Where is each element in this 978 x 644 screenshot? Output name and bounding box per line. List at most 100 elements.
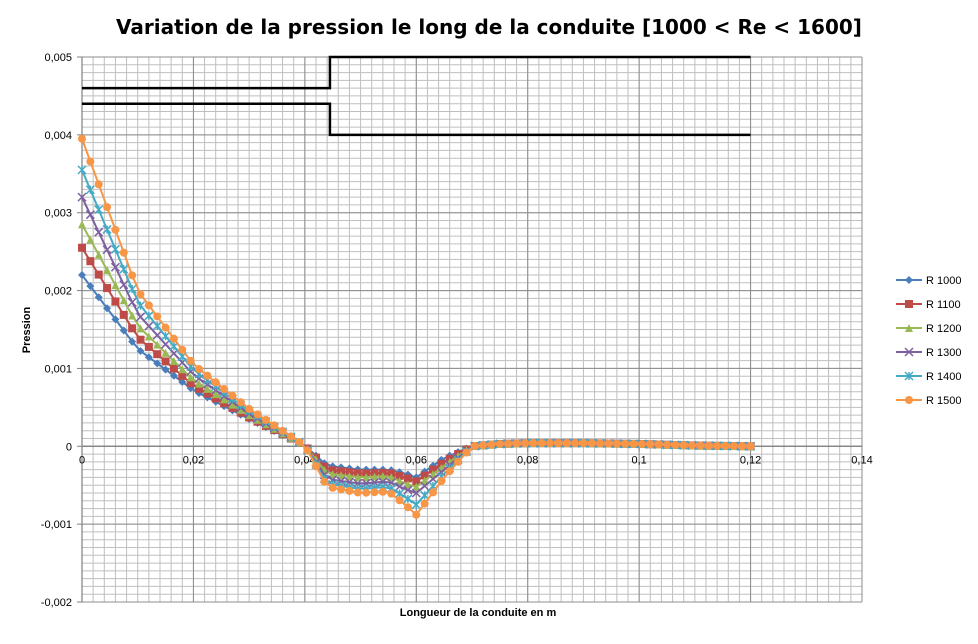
data-point (169, 357, 178, 366)
data-point (704, 441, 713, 450)
data-point (220, 384, 229, 393)
data-point (445, 467, 454, 476)
data-point (152, 321, 162, 331)
data-point (211, 394, 220, 403)
data-point (152, 330, 162, 340)
data-point (378, 487, 387, 496)
legend-label: R 1500 (926, 395, 961, 407)
data-point (94, 227, 104, 237)
data-point (85, 210, 95, 220)
data-point (103, 265, 112, 274)
data-point (135, 301, 146, 311)
data-point (370, 472, 379, 481)
data-point (161, 365, 170, 374)
data-point (78, 271, 86, 279)
data-point (621, 439, 630, 448)
data-point (395, 471, 404, 480)
data-point (220, 395, 229, 404)
legend: R 1000 R 1100 R 1200 R 1300 R 1400 R 1500 (896, 275, 961, 407)
legend-marker (905, 324, 913, 332)
legend-marker (905, 300, 913, 308)
y-tick-label: 0 (66, 441, 72, 453)
data-point (161, 331, 171, 341)
legend-marker (904, 371, 914, 381)
data-point (186, 379, 195, 388)
data-point (629, 439, 638, 448)
series-lines (77, 134, 756, 519)
data-point (295, 437, 304, 446)
data-point (178, 377, 187, 386)
data-point (721, 441, 730, 450)
data-point (278, 426, 287, 435)
data-point (245, 404, 254, 413)
data-point (161, 339, 171, 349)
data-point (211, 390, 220, 399)
data-point (77, 165, 87, 175)
data-point (136, 335, 145, 344)
data-point (136, 324, 145, 333)
data-point (111, 281, 120, 290)
data-point (119, 264, 129, 274)
data-point (78, 243, 86, 252)
data-point (86, 282, 95, 291)
data-point (420, 490, 430, 500)
data-point (94, 180, 103, 189)
legend-item: R 1300 (896, 347, 961, 359)
x-tick-label: 0,1 (631, 454, 646, 466)
data-point (135, 312, 146, 322)
data-point (110, 244, 120, 254)
data-point (270, 421, 279, 430)
pipe-wall-line (82, 55, 751, 90)
data-point (236, 405, 245, 414)
data-point (454, 457, 463, 466)
data-point (537, 439, 546, 448)
x-tick-label: 0,08 (517, 454, 538, 466)
data-point (153, 359, 162, 368)
data-point (178, 371, 187, 380)
data-point (77, 192, 87, 202)
data-point (178, 345, 187, 354)
data-point (520, 439, 529, 448)
data-point (612, 439, 621, 448)
data-point (85, 185, 95, 195)
data-point (512, 439, 521, 448)
data-point (186, 373, 195, 382)
data-point (337, 471, 346, 480)
data-point (153, 312, 162, 321)
data-point (86, 257, 95, 266)
data-point (437, 459, 446, 468)
legend-marker (905, 276, 913, 284)
y-tick-label: 0,001 (44, 363, 72, 375)
legend-item: R 1400 (896, 371, 961, 383)
data-point (411, 488, 421, 498)
data-point (362, 488, 371, 497)
data-point (236, 398, 245, 407)
data-point (195, 384, 203, 393)
y-tick-label: 0,005 (44, 52, 72, 64)
x-tick-label: 0,02 (183, 454, 204, 466)
data-point (203, 389, 212, 398)
legend-label: R 1300 (926, 347, 961, 359)
data-point (228, 391, 237, 400)
data-point (144, 342, 153, 351)
y-axis-title: Pression (21, 306, 33, 353)
data-point (696, 441, 705, 450)
data-point (504, 439, 513, 448)
data-point (345, 486, 354, 495)
data-point (671, 440, 680, 449)
data-point (103, 304, 112, 313)
data-point (403, 485, 413, 495)
data-point (378, 472, 387, 481)
data-point (429, 465, 437, 474)
data-point (102, 245, 112, 255)
data-point (395, 496, 404, 505)
x-tick-label: 0 (79, 454, 85, 466)
data-point (420, 481, 430, 491)
data-point (110, 262, 120, 272)
data-point (195, 364, 203, 373)
y-tick-label: 0,003 (44, 208, 72, 220)
data-point (420, 499, 429, 508)
data-point (169, 371, 178, 380)
data-point (403, 494, 413, 504)
